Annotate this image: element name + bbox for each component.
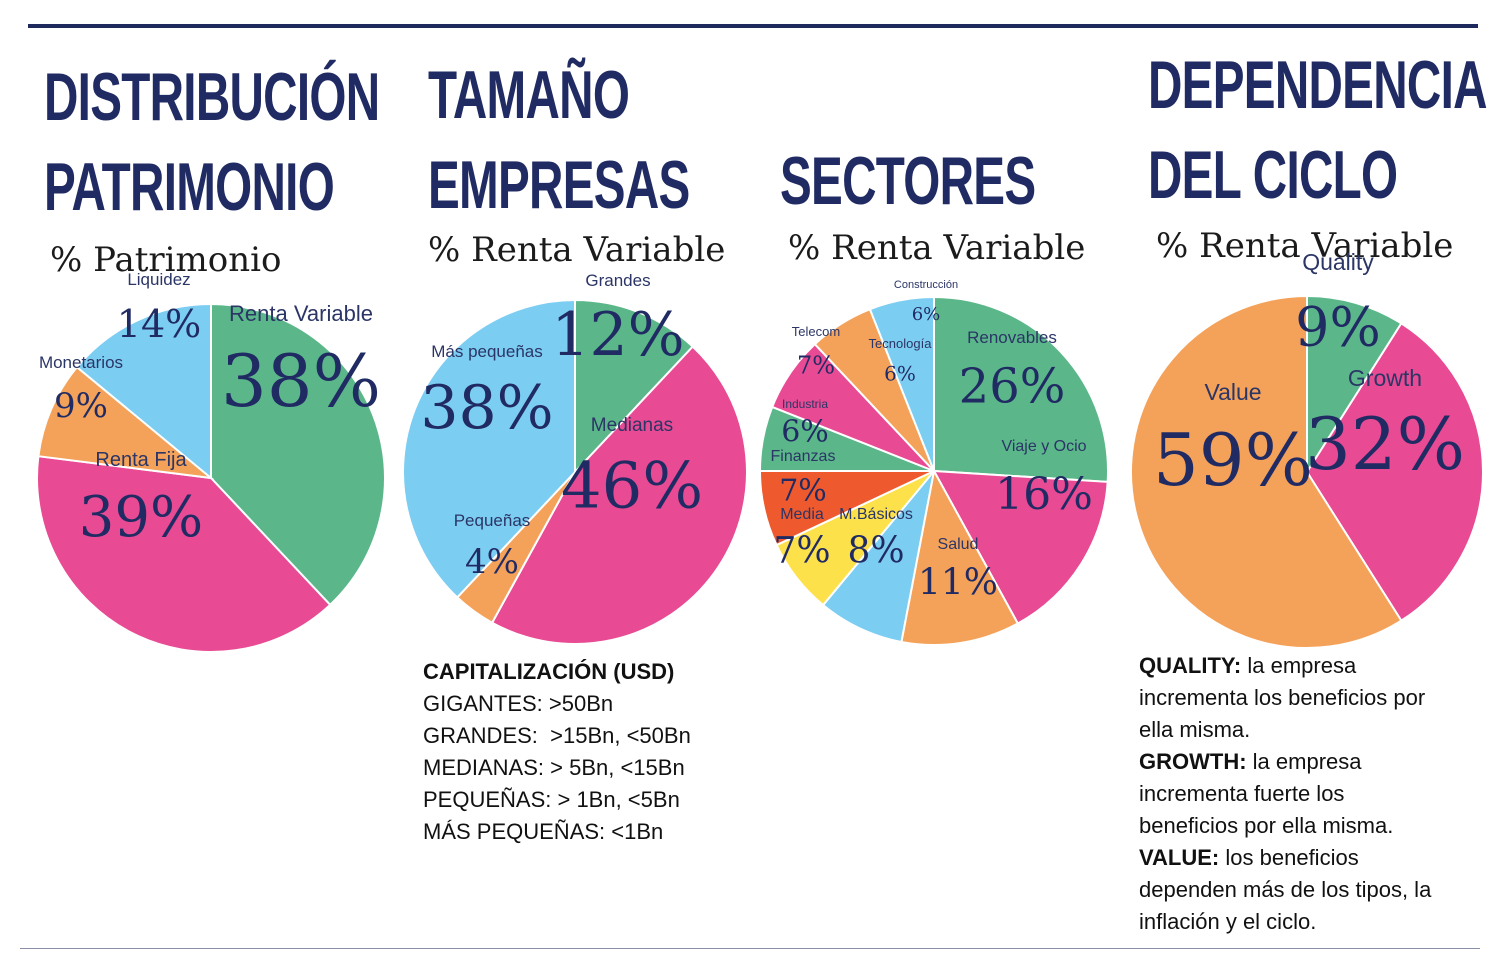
slice-label-finanzas: Finanzas [771,448,836,465]
quality-line: ella misma. [1139,717,1251,742]
slice-quality [1306,294,1403,476]
slice-label-value: Value [1204,379,1261,405]
growth-heading: GROWTH: [1139,749,1247,774]
pie-ciclo: Quality 9% Growth 32% Value 59% [1130,249,1484,649]
heading-patrimonio-line2: PATRIMONIO [44,149,335,225]
slice-label-quality: Quality [1302,249,1374,275]
slice-label-telecom: Telecom [792,324,840,339]
slice-grandes [574,298,695,475]
slice-label-mas-pequenas: Más pequeñas [431,342,543,361]
slice-value-construccion: 6% [912,304,941,325]
quality-heading: QUALITY: [1139,653,1242,678]
slice-label-industria: Industria [782,397,828,411]
pie-tamano: Grandes 12% Medianas 46% Pequeñas 4% Más peque… [402,271,748,645]
slice-label-monetarios: Monetarios [39,353,123,372]
capitalizacion-line: MEDIANAS: > 5Bn, <15Bn [423,755,685,780]
heading-patrimonio-line1: DISTRIBUCIÓN [44,59,380,135]
value-text: los beneficios [1225,845,1359,870]
slice-value-media: 7% [773,531,830,572]
slice-value-grandes: 12% [551,300,684,370]
subtitle-sectores: % Renta Variable [788,228,1086,268]
value-line: dependen más de los tipos, la [1139,877,1432,902]
slice-label-grandes: Grandes [585,271,650,290]
slice-value-industria: 6% [781,415,829,450]
slice-value-quality: 9% [1295,295,1381,358]
slice-value-m-basicos: 8% [847,531,904,572]
capitalizacion-line: MÁS PEQUEÑAS: <1Bn [423,819,664,844]
heading-ciclo-line2: DEL CICLO [1148,137,1398,213]
slice-value-renta-fija: 39% [79,485,203,550]
slice-value-medianas: 46% [561,449,703,523]
pie-sectores: Renovables 26% Viaje y Ocio 16% Salud 11% M.Bá… [758,279,1110,647]
slice-growth [1305,322,1484,622]
slice-label-m-basicos: M.Básicos [839,506,913,523]
capitalizacion-notes: CAPITALIZACIÓN (USD) GIGANTES: >50Bn GRA… [423,656,691,848]
slice-construccion [868,295,935,472]
slice-label-renta-fija: Renta Fija [95,449,187,471]
subtitle-ciclo: % Renta Variable [1156,226,1454,266]
slice-label-pequenas: Pequeñas [454,511,531,530]
slice-value-renovables: 26% [959,358,1066,414]
pie-patrimonio: Renta Variable 38% Renta Fija 39% Monetarios… [35,270,386,654]
value-line: inflación y el ciclo. [1139,909,1317,934]
slice-value-monetarios: 9% [54,386,108,426]
capitalizacion-line: GIGANTES: >50Bn [423,691,614,716]
slice-label-renovables: Renovables [967,328,1057,347]
capitalizacion-line: PEQUEÑAS: > 1Bn, <5Bn [423,787,680,812]
heading-ciclo-line1: DEPENDENCIA [1148,47,1487,123]
slice-value-telecom: 7% [797,352,835,380]
slice-value-mas-pequenas: 38% [420,373,553,443]
quality-text: la empresa [1247,653,1357,678]
slice-label-construccion: Construcción [894,279,958,291]
slice-liquidez [75,302,212,481]
slice-value-growth: 32% [1305,402,1465,486]
slice-value-salud: 11% [918,563,998,604]
capitalizacion-line: GRANDES: >15Bn, <50Bn [423,723,691,748]
slice-label-salud: Salud [938,536,979,553]
slice-value-finanzas: 7% [779,474,827,509]
slice-label-viaje-y-ocio: Viaje y Ocio [1001,438,1086,455]
heading-sectores: SECTORES [780,143,1036,219]
slice-label-growth: Growth [1348,365,1422,391]
slice-value-tecnologia: 6% [884,361,916,385]
slice-monetarios [37,365,215,480]
slice-mas-pequenas [402,298,576,599]
growth-line: beneficios por ella misma. [1139,813,1394,838]
slice-value-renta-variable: 38% [221,339,381,423]
slice-label-tecnologia: Tecnología [869,336,933,351]
slice-renta-variable [210,302,386,607]
slice-label-renta-variable: Renta Variable [229,301,373,326]
slice-value-liquidez: 14% [117,302,201,346]
slice-label-medianas: Medianas [591,415,673,436]
slice-label-liquidez: Liquidez [127,270,190,289]
slice-value-value: 59% [1153,418,1313,502]
growth-text: la empresa [1252,749,1362,774]
growth-line: incrementa fuerte los [1139,781,1345,806]
heading-tamano-line1: TAMAÑO [428,57,630,133]
slice-label-media: Media [780,506,824,523]
slice-medianas [490,345,748,645]
slice-value [1130,294,1403,649]
heading-tamano-line2: EMPRESAS [428,147,690,223]
capitalizacion-title: CAPITALIZACIÓN (USD) [423,659,675,684]
top-rule [28,24,1478,28]
definiciones-notes: QUALITY: la empresa incrementa los benef… [1139,650,1431,938]
slice-renovables [933,295,1110,483]
slice-value-viaje-y-ocio: 16% [995,469,1093,520]
bottom-rule [20,948,1480,949]
slice-renta-fija [35,455,332,654]
subtitle-tamano: % Renta Variable [428,230,726,270]
value-heading: VALUE: [1139,845,1220,870]
subtitle-patrimonio: % Patrimonio [50,240,282,280]
quality-line: incrementa los beneficios por [1139,685,1426,710]
slice-value-pequenas: 4% [465,542,519,582]
slice-viaje-y-ocio [932,469,1109,625]
slice-salud [900,468,1020,647]
